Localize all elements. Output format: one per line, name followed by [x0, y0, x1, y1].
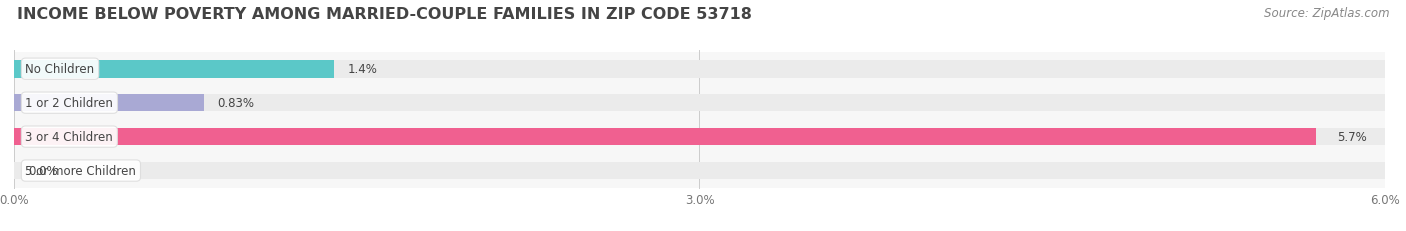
- Text: 1 or 2 Children: 1 or 2 Children: [25, 97, 114, 110]
- Bar: [14, 94, 1385, 112]
- Bar: [14, 128, 1385, 146]
- Text: 1.4%: 1.4%: [347, 63, 377, 76]
- Text: INCOME BELOW POVERTY AMONG MARRIED-COUPLE FAMILIES IN ZIP CODE 53718: INCOME BELOW POVERTY AMONG MARRIED-COUPL…: [17, 7, 752, 22]
- Text: 0.83%: 0.83%: [218, 97, 254, 110]
- Text: 0.0%: 0.0%: [28, 164, 58, 177]
- Bar: [14, 154, 1385, 188]
- Text: 3 or 4 Children: 3 or 4 Children: [25, 131, 114, 143]
- Text: 5.7%: 5.7%: [1337, 131, 1367, 143]
- Bar: [14, 52, 1385, 86]
- Bar: [14, 94, 204, 112]
- Bar: [14, 86, 1385, 120]
- Bar: [14, 61, 335, 78]
- Bar: [14, 162, 1385, 180]
- Bar: [14, 128, 1316, 146]
- Text: Source: ZipAtlas.com: Source: ZipAtlas.com: [1264, 7, 1389, 20]
- Bar: [14, 120, 1385, 154]
- Bar: [14, 61, 1385, 78]
- Text: No Children: No Children: [25, 63, 94, 76]
- Text: 5 or more Children: 5 or more Children: [25, 164, 136, 177]
